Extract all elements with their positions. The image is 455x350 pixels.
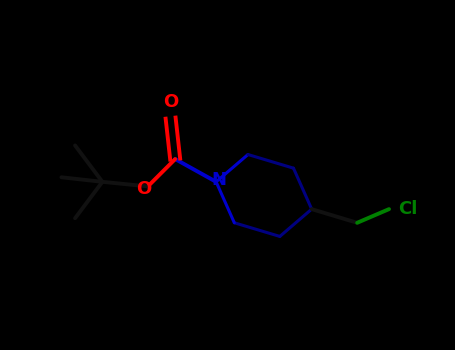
Text: O: O	[163, 93, 178, 111]
Text: Cl: Cl	[398, 200, 418, 218]
Text: N: N	[211, 170, 226, 189]
Text: O: O	[136, 180, 151, 198]
